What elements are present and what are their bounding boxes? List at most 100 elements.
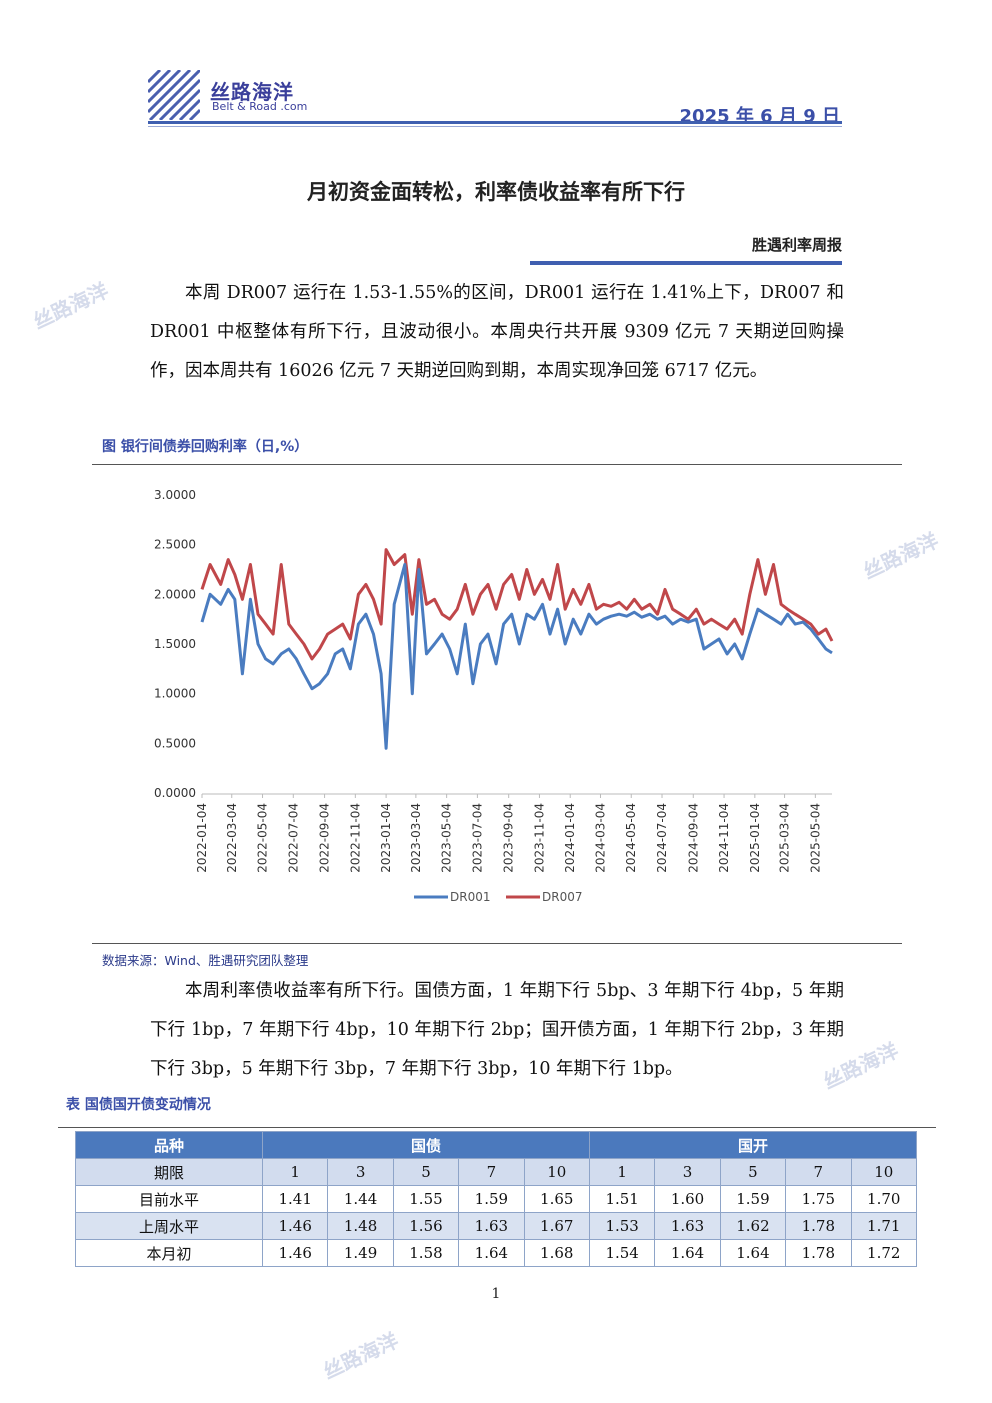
chart-legend: DR001 DR007 xyxy=(414,890,582,904)
x-tick-label: 2024-03-04 xyxy=(593,803,607,873)
y-tick-label: 0.0000 xyxy=(154,786,196,800)
table-cell: 1.68 xyxy=(523,1239,590,1267)
legend-label-dr007: DR007 xyxy=(542,890,582,904)
watermark-text: 丝路海洋 xyxy=(29,278,112,334)
table-cell: 1.46 xyxy=(261,1212,329,1240)
header-divider xyxy=(148,121,842,124)
table-row: 本月初 1.46 1.49 1.58 1.64 1.68 1.54 1.64 1… xyxy=(75,1239,918,1267)
term-cell: 1 xyxy=(261,1158,329,1186)
series-line-dr001 xyxy=(200,563,833,750)
x-tick-label: 2022-09-04 xyxy=(318,803,332,873)
repo-rate-chart: 0.0000 0.5000 1.0000 1.5000 2.0000 2.5000 3.00… xyxy=(154,488,834,904)
report-type-underline xyxy=(530,261,842,265)
x-tick-label: 2025-03-04 xyxy=(778,803,792,873)
x-tick-label: 2023-07-04 xyxy=(470,803,484,873)
watermark: 丝路海洋 xyxy=(318,1324,403,1384)
x-tick-label: 2025-05-04 xyxy=(808,803,822,873)
table-cell: 1.63 xyxy=(458,1212,525,1240)
table-cell: 1.51 xyxy=(588,1185,656,1213)
table-cell: 1.67 xyxy=(523,1212,590,1240)
y-tick-label: 2.0000 xyxy=(154,587,196,601)
page-number: 1 xyxy=(491,1286,501,1302)
x-tick-label: 2023-03-04 xyxy=(409,803,423,873)
table-cell: 1.72 xyxy=(850,1239,918,1267)
table-cell: 1.55 xyxy=(392,1185,460,1213)
y-tick-label: 1.0000 xyxy=(154,687,196,701)
table-term-row: 期限 1 3 5 7 10 1 3 5 7 10 xyxy=(75,1158,918,1186)
table-cell: 1.56 xyxy=(392,1212,460,1240)
table-cell: 1.53 xyxy=(588,1212,656,1240)
term-label: 期限 xyxy=(75,1158,263,1186)
term-cell: 1 xyxy=(588,1158,656,1186)
logo-icon xyxy=(146,68,202,122)
table-row: 目前水平 1.41 1.44 1.55 1.59 1.65 1.51 1.60 … xyxy=(75,1185,918,1213)
y-tick-label: 3.0000 xyxy=(154,488,196,502)
table-cell: 1.64 xyxy=(654,1239,721,1267)
term-cell: 3 xyxy=(327,1158,394,1186)
x-tick-label: 2024-11-04 xyxy=(717,803,731,873)
series-line-dr007 xyxy=(200,548,834,661)
table-cell: 1.75 xyxy=(785,1185,852,1213)
table-top-rule xyxy=(58,1127,936,1128)
term-cell: 5 xyxy=(719,1158,787,1186)
x-tick-label: 2022-03-04 xyxy=(225,803,239,873)
header-guozhai: 国债 xyxy=(262,1131,590,1159)
table-cell: 1.48 xyxy=(327,1212,394,1240)
term-cell: 7 xyxy=(785,1158,852,1186)
table-cell: 1.60 xyxy=(654,1185,721,1213)
row-label: 上周水平 xyxy=(75,1212,263,1240)
x-tick-label: 2022-11-04 xyxy=(348,803,362,873)
header-divider-thin xyxy=(148,126,842,127)
paragraph-yields: 本周利率债收益率有所下行。国债方面，1 年期下行 5bp、3 年期下行 4bp，… xyxy=(150,981,844,1079)
paragraph-funding: 本周 DR007 运行在 1.53-1.55%的区间，DR001 运行在 1.4… xyxy=(150,283,844,381)
x-tick-label: 2023-11-04 xyxy=(532,803,546,873)
x-tick-label: 2024-07-04 xyxy=(655,803,669,873)
table-cell: 1.59 xyxy=(458,1185,525,1213)
table-cell: 1.49 xyxy=(327,1239,394,1267)
x-tick-label: 2025-01-04 xyxy=(748,803,762,873)
table-cell: 1.46 xyxy=(261,1239,329,1267)
figure-top-rule xyxy=(92,464,902,465)
x-tick-label: 2022-01-04 xyxy=(195,803,209,873)
legend-label-dr001: DR001 xyxy=(450,890,490,904)
x-tick-label: 2022-05-04 xyxy=(256,803,270,873)
term-cell: 3 xyxy=(654,1158,721,1186)
table-row: 上周水平 1.46 1.48 1.56 1.63 1.67 1.53 1.63 … xyxy=(75,1212,918,1240)
table-caption: 表 国债国开债变动情况 xyxy=(66,1097,211,1113)
x-tick-label: 2023-05-04 xyxy=(440,803,454,873)
table-header-row: 品种 国债 国开 xyxy=(75,1131,918,1159)
table-cell: 1.54 xyxy=(588,1239,656,1267)
term-cell: 5 xyxy=(392,1158,460,1186)
table-cell: 1.64 xyxy=(458,1239,525,1267)
table-cell: 1.58 xyxy=(392,1239,460,1267)
x-axis: 2022-01-04 2022-03-04 2022-05-04 2022-07-04… xyxy=(195,794,822,873)
x-tick-label: 2023-01-04 xyxy=(379,803,393,873)
header-guokai: 国开 xyxy=(588,1131,918,1159)
table-cell: 1.64 xyxy=(719,1239,787,1267)
bond-yield-table: 品种 国债 国开 期限 1 3 5 7 10 1 3 5 7 10 目前水平 1… xyxy=(75,1131,918,1267)
table-cell: 1.59 xyxy=(719,1185,787,1213)
row-label: 本月初 xyxy=(75,1239,263,1267)
table-cell: 1.63 xyxy=(654,1212,721,1240)
table-cell: 1.65 xyxy=(523,1185,590,1213)
series-layer xyxy=(200,548,834,750)
table-cell: 1.41 xyxy=(261,1185,329,1213)
y-axis: 0.0000 0.5000 1.0000 1.5000 2.0000 2.5000 3.00… xyxy=(154,488,832,800)
watermark-text: 丝路海洋 xyxy=(319,1328,402,1384)
page-title: 月初资金面转松，利率债收益率有所下行 xyxy=(307,180,685,204)
table-cell: 1.62 xyxy=(719,1212,787,1240)
term-cell: 10 xyxy=(850,1158,918,1186)
x-tick-label: 2024-01-04 xyxy=(563,803,577,873)
table-cell: 1.78 xyxy=(785,1239,852,1267)
brand-tagline: Belt & Road .com xyxy=(212,100,308,113)
table-cell: 1.44 xyxy=(327,1185,394,1213)
report-type: 胜遇利率周报 xyxy=(751,236,842,254)
y-tick-label: 0.5000 xyxy=(154,736,196,750)
x-tick-label: 2024-09-04 xyxy=(686,803,700,873)
watermark: 丝路海洋 xyxy=(28,274,113,334)
header-variety: 品种 xyxy=(75,1131,263,1159)
term-cell: 10 xyxy=(523,1158,590,1186)
table-cell: 1.71 xyxy=(850,1212,918,1240)
x-tick-label: 2023-09-04 xyxy=(502,803,516,873)
term-cell: 7 xyxy=(458,1158,525,1186)
